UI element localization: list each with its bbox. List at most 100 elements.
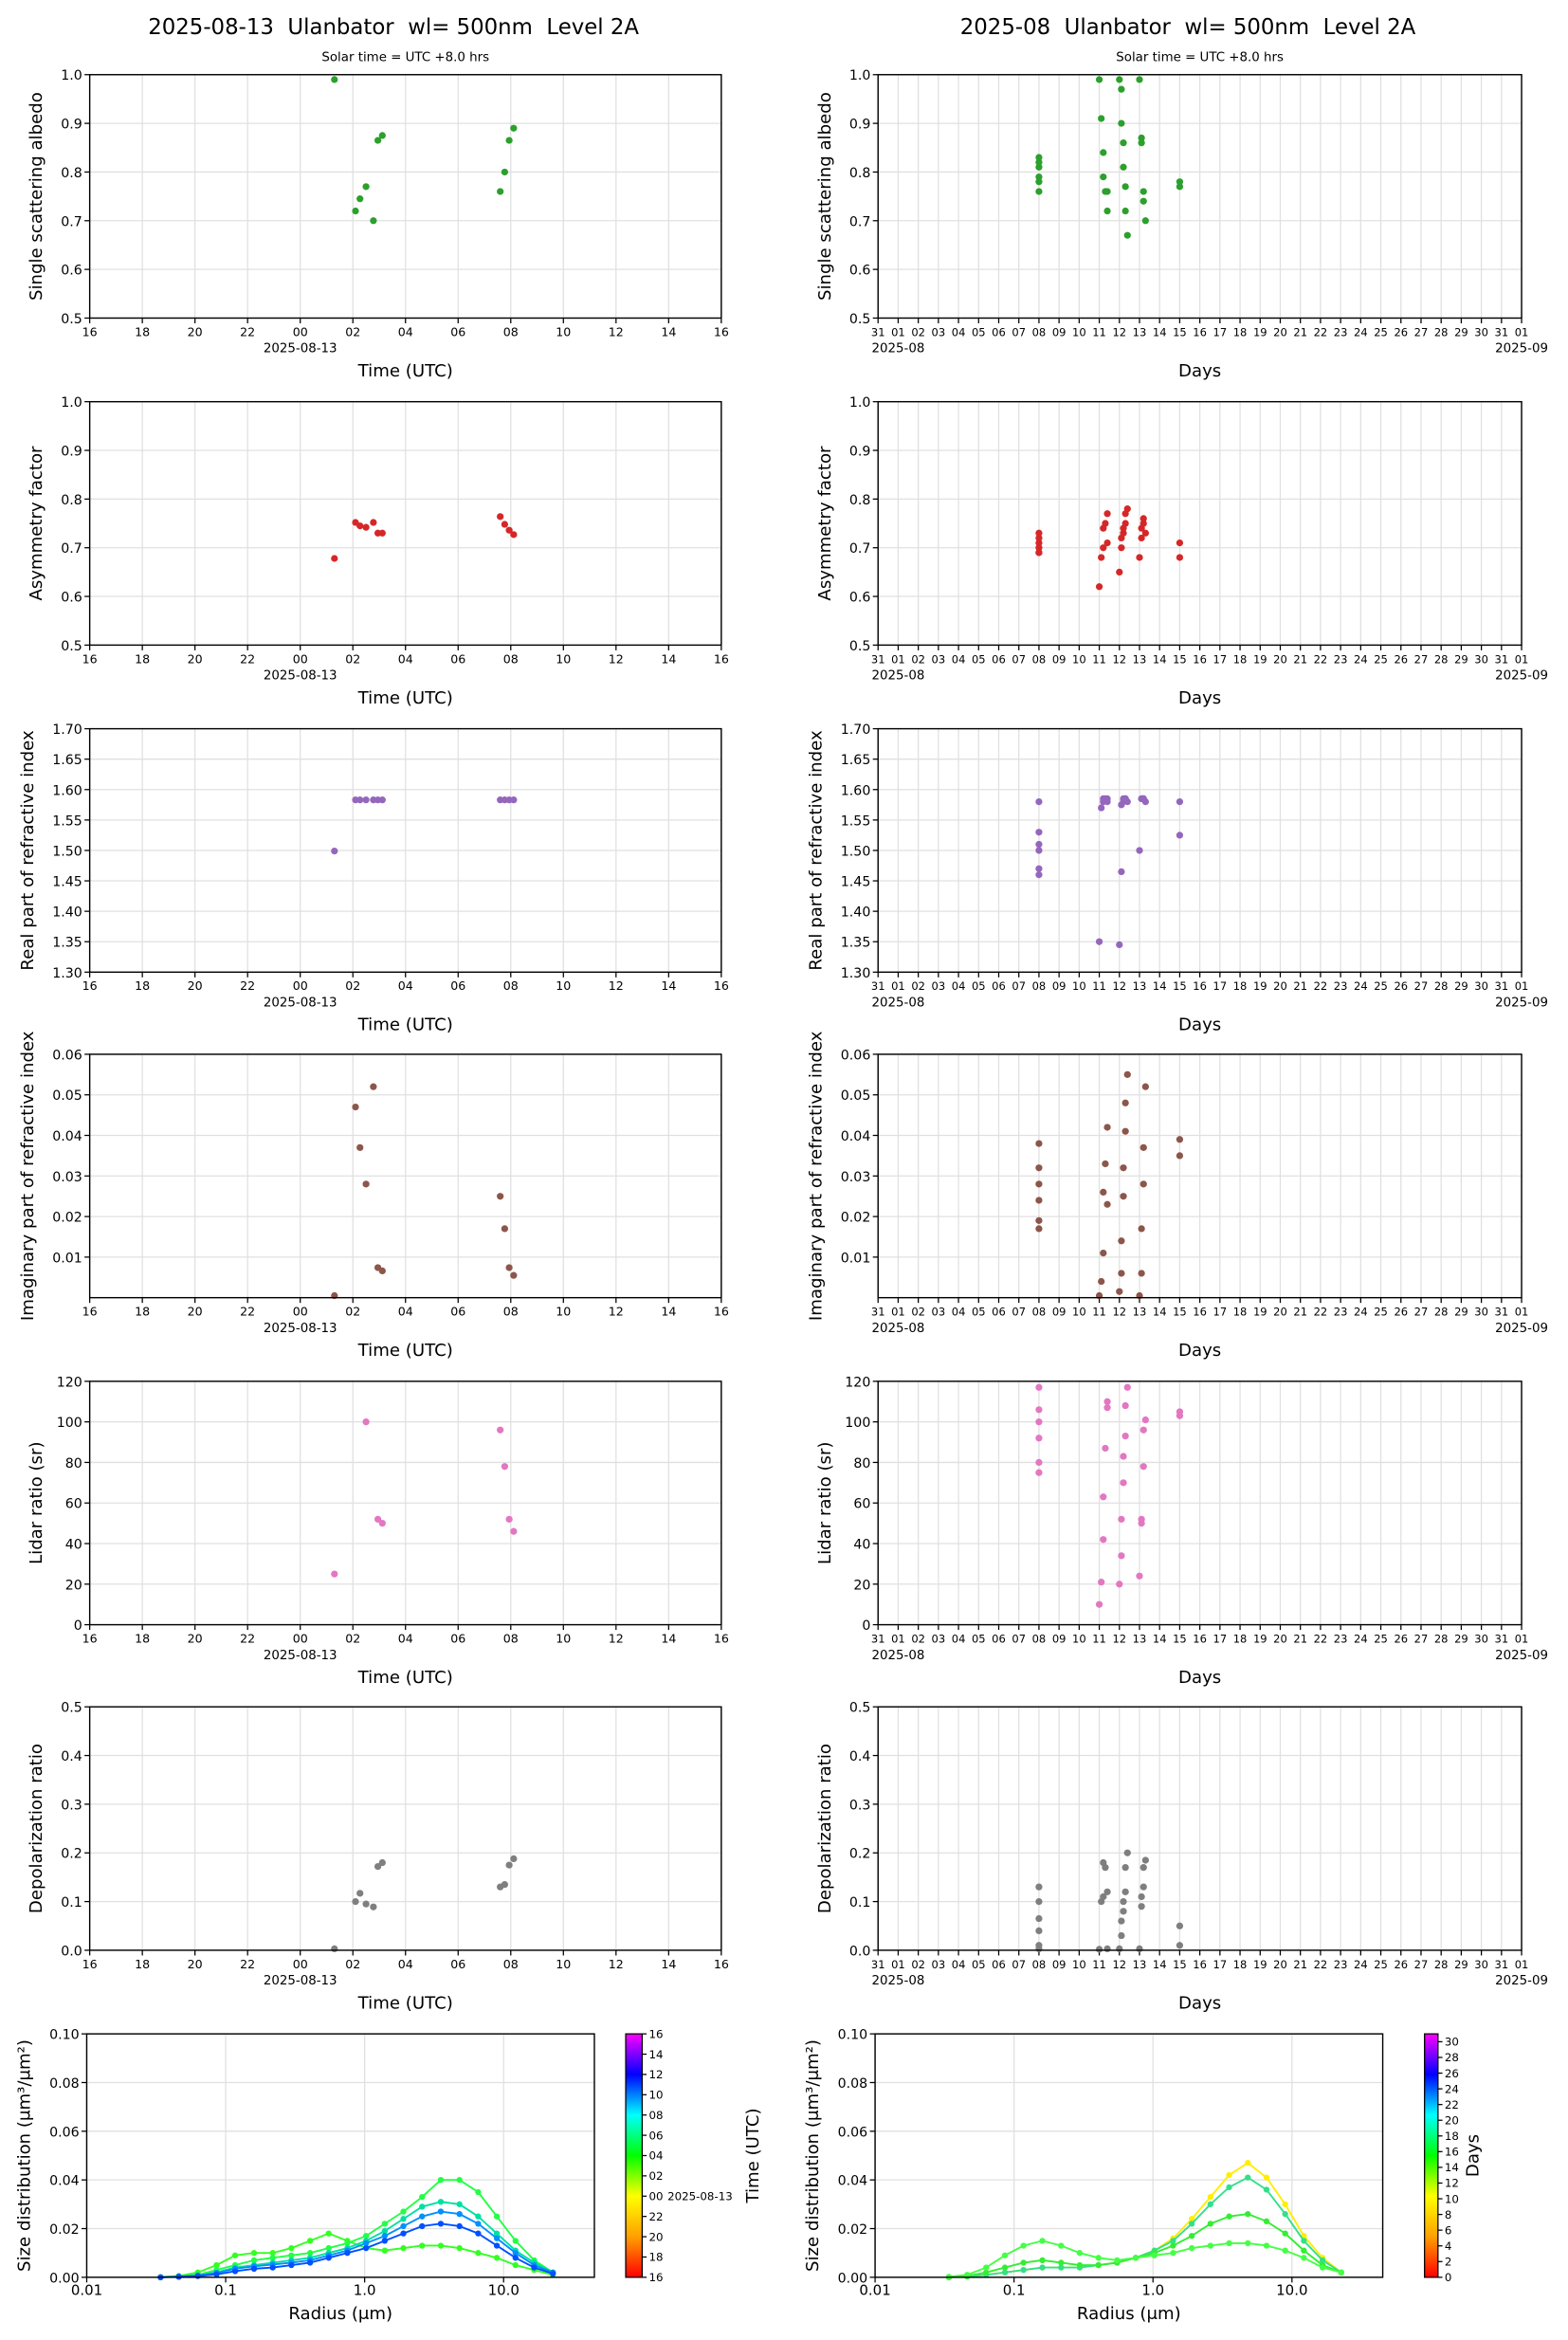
- data-point: [1141, 529, 1149, 537]
- data-point: [964, 2272, 971, 2278]
- x-tick-label: 28: [1434, 1958, 1449, 1971]
- x-tick-label: 03: [932, 1632, 946, 1645]
- x-axis-label: Days: [1178, 688, 1221, 708]
- x-tick-label: 12: [1112, 1632, 1126, 1645]
- x-tick-label: 04: [952, 979, 966, 993]
- data-point: [1123, 1849, 1131, 1856]
- x-date-label: 2025-09: [1495, 342, 1548, 356]
- x-tick-label: 16: [82, 324, 98, 338]
- data-point: [1116, 1945, 1123, 1953]
- x-tick-label: 16: [82, 1305, 98, 1319]
- x-tick-label: 14: [1153, 1958, 1167, 1971]
- x-tick-label: 03: [932, 1306, 946, 1319]
- x-tick-label: 26: [1394, 1306, 1408, 1319]
- x-tick-label: 10: [556, 651, 571, 666]
- x-tick-label: 24: [1354, 979, 1368, 993]
- series-line: [160, 2179, 554, 2278]
- data-point: [493, 2230, 501, 2237]
- data-point: [1100, 1892, 1107, 1901]
- x-tick-label: 09: [1052, 325, 1067, 338]
- y-tick-label: 0.9: [61, 445, 82, 460]
- data-point: [1207, 2193, 1213, 2201]
- x-tick-label: 08: [1032, 1306, 1047, 1319]
- colorbar-tick-label: 22: [1445, 2098, 1459, 2111]
- x-date-label: 2025-08: [871, 342, 924, 356]
- y-tick-label: 0.02: [52, 1211, 82, 1226]
- data-point: [1121, 183, 1129, 191]
- y-tick-label: 0.7: [849, 541, 871, 557]
- data-point: [381, 2233, 388, 2239]
- data-point: [1076, 2261, 1084, 2269]
- colorbar-tick-label: 16: [648, 2271, 663, 2284]
- x-tick-label: 11: [1092, 979, 1106, 993]
- x-tick-label: 02: [345, 651, 360, 666]
- y-tick-label: 0.5: [61, 639, 82, 654]
- data-point: [505, 1861, 513, 1869]
- data-point: [363, 2244, 370, 2252]
- y-tick-label: 0.8: [849, 166, 871, 181]
- x-tick-label: 19: [1253, 979, 1267, 993]
- data-point: [1100, 149, 1107, 156]
- x-tick-label: 24: [1354, 652, 1368, 666]
- x-tick-label: 12: [609, 1957, 624, 1971]
- x-tick-label: 04: [398, 651, 413, 666]
- x-tick-label: 01: [891, 1306, 905, 1319]
- y-axis-label: Asymmetry factor: [815, 446, 835, 601]
- x-tick-label: 19: [1253, 325, 1267, 338]
- x-tick-label: 20: [1273, 1958, 1287, 1971]
- data-point: [510, 1271, 518, 1279]
- data-point: [331, 76, 338, 83]
- x-tick-label: 20: [1273, 979, 1287, 993]
- data-point: [1282, 2210, 1288, 2218]
- x-tick-label: 14: [661, 651, 676, 666]
- colorbar-tick-label: 16: [648, 2027, 663, 2040]
- data-point: [374, 1862, 382, 1871]
- x-tick-label: 30: [1474, 979, 1488, 993]
- data-point: [1114, 2257, 1121, 2264]
- data-point: [1095, 583, 1103, 591]
- x-tick-label: 12: [1112, 1958, 1126, 1971]
- data-point: [356, 195, 364, 203]
- data-point: [378, 1858, 386, 1867]
- data-point: [1035, 871, 1043, 879]
- x-tick-label: 30: [1474, 1632, 1488, 1645]
- x-tick-label: 01: [1515, 325, 1529, 338]
- data-point: [1245, 2174, 1251, 2181]
- data-point: [1140, 1143, 1147, 1151]
- x-tick-label: 08: [1032, 1632, 1047, 1645]
- x-tick-label: 22: [1314, 325, 1328, 338]
- x-tick-label: 31: [1495, 325, 1509, 338]
- data-point: [1176, 539, 1184, 547]
- x-tick-label: 21: [1293, 1306, 1307, 1319]
- x-axis-label: Days: [1178, 1015, 1221, 1035]
- x-tick-label: 08: [503, 1631, 519, 1645]
- x-tick-label: 02: [345, 1305, 360, 1319]
- x-tick-label: 25: [1374, 652, 1388, 666]
- data-point: [1140, 1864, 1147, 1872]
- x-axis-label: Days: [1178, 1668, 1221, 1688]
- data-point: [1035, 178, 1043, 186]
- x-tick-label: 27: [1414, 979, 1429, 993]
- data-point: [1176, 832, 1184, 839]
- y-tick-label: 0.8: [849, 493, 871, 508]
- x-tick-label: 31: [1495, 652, 1509, 666]
- x-tick-label: 01: [1515, 1958, 1529, 1971]
- data-point: [437, 2199, 445, 2205]
- x-tick-label: 11: [1092, 325, 1106, 338]
- x-tick-label: 10: [1072, 325, 1086, 338]
- x-tick-label: 29: [1454, 1958, 1468, 1971]
- data-point: [1245, 2239, 1251, 2247]
- plot-frame: [85, 2033, 595, 2278]
- y-axis-label: Asymmetry factor: [27, 446, 46, 601]
- data-point: [1120, 163, 1127, 171]
- x-tick-label: 28: [1434, 1306, 1449, 1319]
- data-point: [1035, 1927, 1043, 1935]
- data-point: [497, 188, 504, 195]
- x-tick-label: 23: [1334, 652, 1348, 666]
- x-tick-label: 30: [1474, 1306, 1488, 1319]
- x-tick-label: 06: [450, 1631, 465, 1645]
- data-point: [983, 2264, 990, 2271]
- data-point: [1098, 1579, 1105, 1586]
- colorbar-tick-label: 28: [1445, 2051, 1459, 2064]
- x-axis-label: Days: [1178, 1993, 1221, 2013]
